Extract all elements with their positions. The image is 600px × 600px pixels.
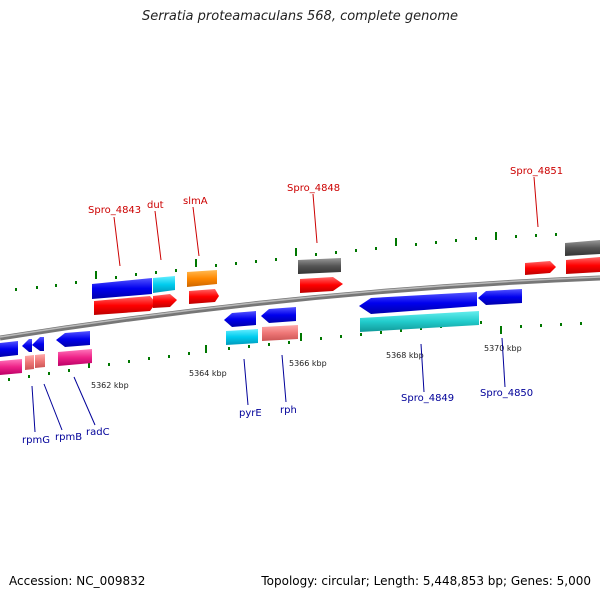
accession-text: Accession: NC_009832 xyxy=(9,574,146,588)
gene-spro4849-blue[interactable] xyxy=(359,292,477,314)
gene-label-rpmg[interactable]: rpmG xyxy=(22,435,50,446)
page-title: Serratia proteamaculans 568, complete ge… xyxy=(141,9,459,24)
gene-label-spro4843[interactable]: Spro_4843 xyxy=(88,205,141,216)
gene-pyre-cyan[interactable] xyxy=(226,329,258,345)
gene-magenta-left-edge[interactable] xyxy=(0,359,22,375)
gene-red-upper-4[interactable] xyxy=(300,277,343,293)
gene-red-upper-1[interactable] xyxy=(94,296,156,315)
gene-label-dut[interactable]: dut xyxy=(147,200,164,211)
gene-rpmb-pink[interactable] xyxy=(35,354,45,368)
gene-rph-pink[interactable] xyxy=(262,325,298,341)
tick-label-5366: 5366 kbp xyxy=(289,359,327,368)
gene-red-upper-3[interactable] xyxy=(189,289,219,304)
gene-label-spro4850[interactable]: Spro_4850 xyxy=(480,388,533,399)
gene-blue-left-edge[interactable] xyxy=(0,341,18,357)
gene-dut-cyan[interactable] xyxy=(153,276,175,293)
gene-label-spro4849[interactable]: Spro_4849 xyxy=(401,393,454,404)
gene-spro4849-teal[interactable] xyxy=(360,311,479,332)
upper-track-dots xyxy=(15,232,557,291)
lower-track-dots xyxy=(8,321,582,381)
gene-rpmg-blue[interactable] xyxy=(22,339,32,352)
gene-slma-orange[interactable] xyxy=(187,270,217,287)
tick-label-5368: 5368 kbp xyxy=(386,351,424,360)
gene-spro4851-red[interactable] xyxy=(525,261,556,275)
gene-rph-blue[interactable] xyxy=(261,307,296,323)
gene-radc-blue[interactable] xyxy=(56,331,90,347)
gene-label-pyre[interactable]: pyrE xyxy=(239,408,262,419)
gene-label-slma[interactable]: slmA xyxy=(183,196,208,207)
gene-red-upper-2[interactable] xyxy=(153,294,177,308)
gene-spro4848-gray[interactable] xyxy=(298,258,341,274)
genome-backbone xyxy=(0,275,600,341)
gene-rpmg-pink[interactable] xyxy=(25,355,34,370)
topology-text: Topology: circular; Length: 5,448,853 bp… xyxy=(261,574,591,588)
gene-spro4850-blue[interactable] xyxy=(478,289,522,305)
top-leader-lines xyxy=(113,176,539,267)
gene-label-spro4851[interactable]: Spro_4851 xyxy=(510,166,563,177)
tick-label-5364: 5364 kbp xyxy=(189,369,227,378)
gene-gray-right[interactable] xyxy=(565,240,600,256)
gene-red-right[interactable] xyxy=(566,257,600,274)
gene-rpmb-blue[interactable] xyxy=(32,337,44,351)
tick-label-5362: 5362 kbp xyxy=(91,381,129,390)
gene-label-radc[interactable]: radC xyxy=(86,427,110,438)
gene-label-spro4848[interactable]: Spro_4848 xyxy=(287,183,340,194)
gene-radc-magenta[interactable] xyxy=(58,349,92,366)
gene-label-rph[interactable]: rph xyxy=(280,405,297,416)
gene-spro4843-blue[interactable] xyxy=(92,278,152,299)
gene-label-rpmb[interactable]: rpmB xyxy=(55,432,82,443)
bottom-leader-lines xyxy=(31,337,506,433)
gene-pyre-blue[interactable] xyxy=(224,311,256,327)
